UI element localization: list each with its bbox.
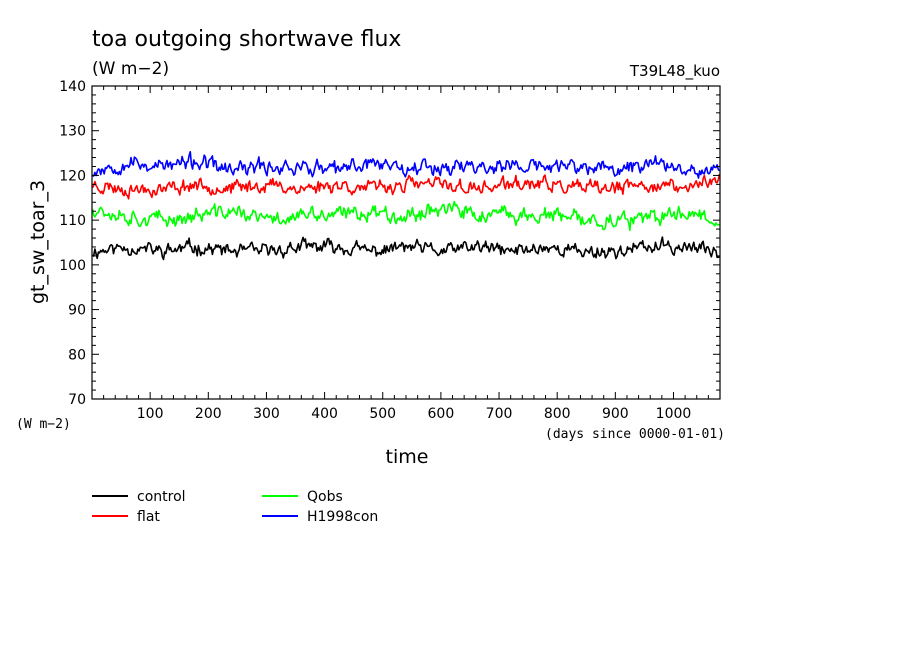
- x-tick-label: 300: [253, 406, 280, 422]
- x-tick-label: 500: [369, 406, 396, 422]
- chart-subtitle: (W m−2): [92, 59, 169, 79]
- y-tick-label: 90: [68, 303, 86, 319]
- x-tick-label: 900: [602, 406, 629, 422]
- chart-title: toa outgoing shortwave flux: [92, 27, 401, 52]
- series-line-qobs: [91, 200, 720, 232]
- x-axis-unit: (days since 0000-01-01): [545, 427, 725, 442]
- x-axis-label: time: [386, 446, 429, 468]
- series-line-flat: [91, 173, 721, 200]
- legend-label: Qobs: [307, 489, 343, 505]
- x-tick-label: 200: [195, 406, 222, 422]
- x-tick-label: 800: [544, 406, 571, 422]
- x-tick-label: 600: [428, 406, 455, 422]
- y-tick-label: 100: [59, 258, 86, 274]
- plot-lines: [91, 151, 721, 261]
- x-tick-label: 700: [486, 406, 513, 422]
- legend: control flat Qobs H1998con: [92, 489, 378, 525]
- y-tick-label: 110: [59, 213, 86, 229]
- y-tick-label: 80: [68, 347, 86, 363]
- series-line-control: [92, 236, 720, 261]
- y-tick-label: 120: [59, 168, 86, 184]
- run-tag: T39L48_kuo: [629, 62, 720, 81]
- legend-label: flat: [137, 509, 160, 525]
- series-line-h1998con: [92, 151, 720, 179]
- legend-label: control: [137, 489, 186, 505]
- x-tick-label: 1000: [656, 406, 692, 422]
- y-axis-label: gt_sw_toar_3: [27, 180, 49, 304]
- x-tick-label: 100: [137, 406, 164, 422]
- legend-label: H1998con: [307, 509, 378, 525]
- y-axis-unit: (W m−2): [16, 417, 71, 432]
- x-tick-label: 400: [311, 406, 338, 422]
- y-tick-label: 140: [59, 79, 86, 95]
- y-tick-label: 130: [59, 124, 86, 140]
- y-tick-label: 70: [68, 392, 86, 408]
- axis-ticks: 70 80 90 100 110 120 130 140 100 200 300 400 500 600 7…: [59, 79, 720, 422]
